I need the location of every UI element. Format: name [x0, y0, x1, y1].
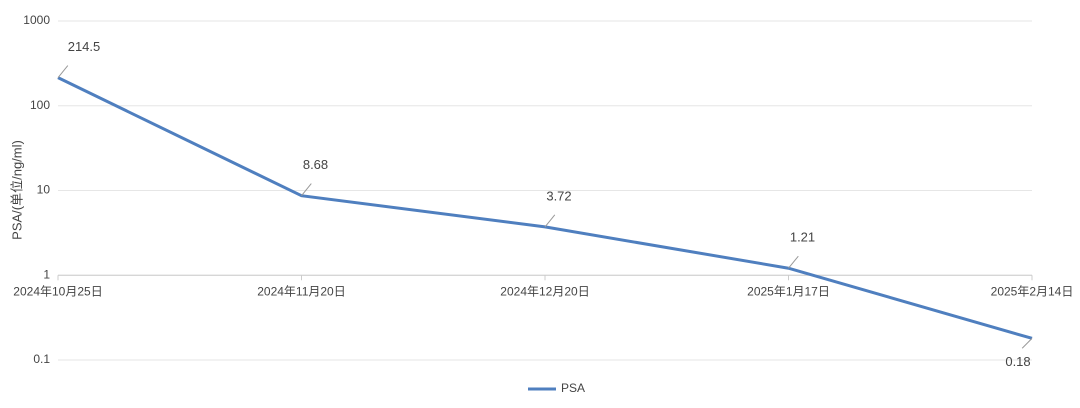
leader-line: [544, 214, 556, 228]
line: [57, 76, 1033, 340]
y-tick-label: 100: [30, 98, 50, 112]
leader-line: [57, 65, 69, 78]
y-tick-label: 0.1: [33, 352, 50, 366]
y-tick-label: 1: [43, 267, 50, 281]
data-label: 214.5: [68, 39, 101, 54]
data-label: 3.72: [546, 188, 571, 203]
y-axis-label: PSA/(单位/ng/ml): [9, 140, 24, 240]
y-tick-label: 1000: [23, 13, 50, 27]
y-tick-label: 10: [37, 183, 51, 197]
x-tick-label: 2025年1月17日: [747, 284, 830, 298]
data-label: 0.18: [1005, 354, 1030, 369]
x-tick-label: 2024年10月25日: [13, 284, 102, 298]
x-tick-label: 2024年11月20日: [257, 284, 346, 298]
leader-line: [301, 183, 312, 197]
leader-line: [1021, 338, 1033, 349]
x-tick-label: 2024年12月20日: [500, 284, 589, 298]
data-label: 1.21: [790, 230, 815, 245]
x-tick-label: 2025年2月14日: [991, 284, 1074, 298]
leader-line: [788, 255, 799, 269]
data-label: 8.68: [303, 157, 328, 172]
legend-label: PSA: [561, 381, 585, 395]
